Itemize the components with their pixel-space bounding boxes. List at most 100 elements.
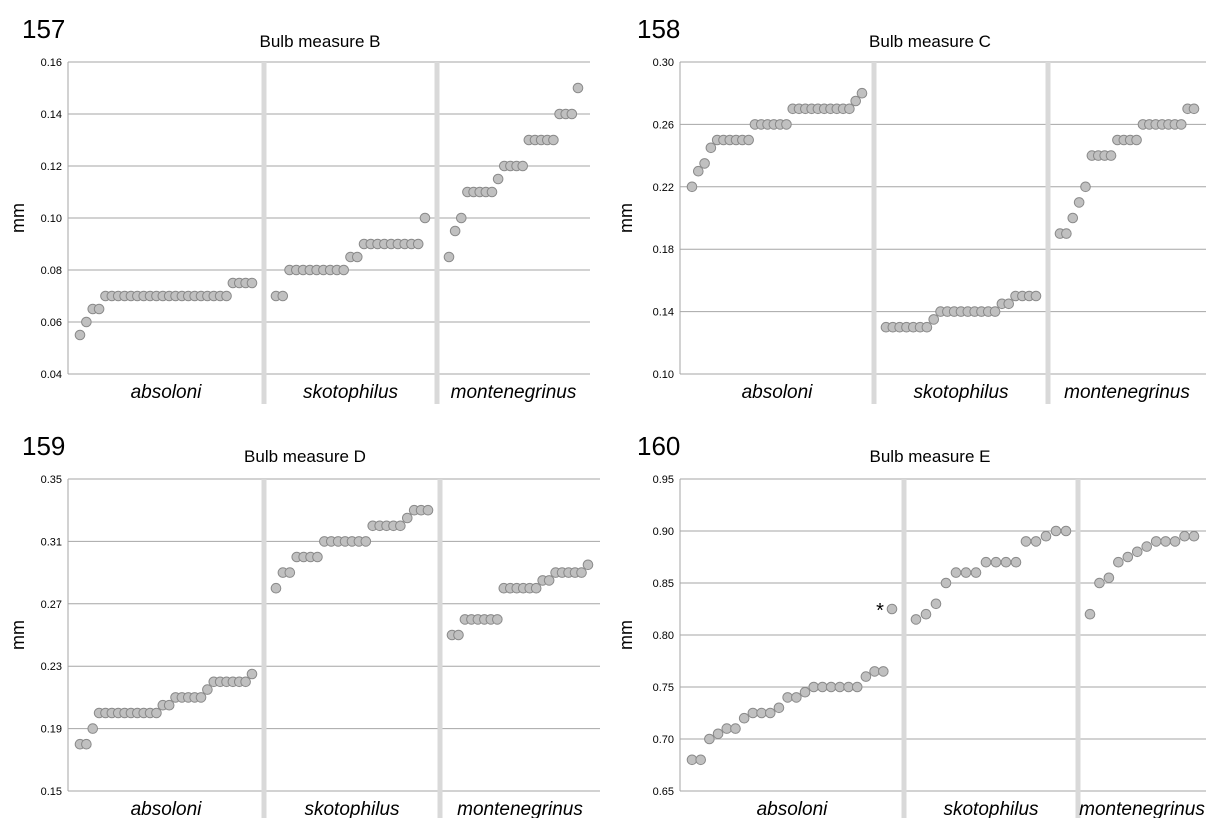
data-point [455,212,467,224]
data-point [338,264,350,276]
category-label: skotophilus [913,382,1009,403]
data-point [395,520,406,532]
data-point [422,504,434,516]
data-point [572,82,584,94]
y-tick-label: 0.80 [653,630,674,642]
chart-title: Bulb measure C [869,32,991,51]
y-tick-label: 0.15 [41,786,62,798]
chart-title: Bulb measure B [260,32,381,51]
data-point [1131,546,1143,558]
data-point [1030,290,1042,302]
data-point [443,251,455,263]
data-point [1105,150,1117,161]
data-point [277,290,289,302]
data-point [163,699,175,711]
data-point [486,186,498,198]
y-tick-label: 0.75 [653,682,674,694]
data-point [782,692,793,703]
data-point [1000,556,1012,568]
data-point [869,666,880,677]
data-point [1141,541,1153,552]
data-point [1188,103,1200,115]
y-tick-label: 0.10 [41,213,62,225]
y-tick-label: 0.31 [41,536,62,548]
y-tick-label: 0.16 [41,57,62,69]
data-point [878,666,889,677]
data-point [843,681,854,693]
data-point [1160,536,1171,547]
data-point [1131,134,1142,146]
data-point [940,577,952,589]
figure-number: 158 [637,14,680,44]
chart-title: Bulb measure D [244,447,366,466]
data-point [246,277,258,289]
data-point [764,707,776,719]
data-point [712,728,724,740]
data-point [817,681,828,693]
category-label: skotophilus [304,799,400,818]
data-point [582,559,594,571]
figure-number: 157 [22,14,65,44]
data-point [808,681,820,693]
data-point [791,692,802,703]
data-point [1179,530,1190,542]
data-point [844,103,855,115]
y-tick-label: 0.35 [41,474,62,486]
y-tick-label: 0.65 [653,786,674,798]
y-tick-label: 0.04 [41,369,62,381]
data-point [980,556,992,568]
data-point [543,575,555,586]
data-point [1084,608,1096,620]
data-point [856,87,868,99]
data-point [686,754,698,766]
data-point [692,165,704,177]
data-point [1030,536,1042,547]
data-point [492,173,504,185]
y-tick-label: 0.27 [41,599,62,611]
data-point [1122,551,1134,563]
data-point [1094,577,1105,589]
data-point [1103,572,1115,584]
category-label: absoloni [742,382,814,403]
y-axis-label: mm [616,203,636,233]
data-point [576,567,587,578]
data-point [721,723,733,734]
data-point [1061,228,1072,239]
data-point [930,598,942,610]
annotation-asterisk: * [876,600,884,622]
data-point [743,134,754,146]
data-point [151,707,162,719]
data-point [686,181,698,193]
data-point [1003,298,1015,310]
data-point [492,614,503,625]
y-tick-label: 0.14 [41,109,62,121]
data-point [270,582,282,594]
data-point [1175,119,1187,130]
data-point [1150,536,1162,547]
category-label: montenegrinus [457,799,583,818]
y-axis-label: mm [8,620,28,650]
data-point [773,702,785,714]
data-point [93,303,105,315]
category-label: skotophilus [943,799,1039,818]
category-label: montenegrinus [1079,799,1205,818]
data-point [401,512,413,524]
y-tick-label: 0.90 [653,526,674,538]
y-tick-label: 0.10 [653,369,674,381]
data-point [910,614,922,625]
data-point [419,212,431,224]
data-point [756,707,767,719]
data-point [449,225,461,237]
data-point [920,608,932,620]
data-point [1050,525,1062,537]
y-tick-label: 0.23 [41,661,62,673]
chart-title: Bulb measure E [870,447,991,466]
y-tick-label: 0.06 [41,317,62,329]
data-point [704,733,715,745]
data-point [548,134,559,146]
y-tick-label: 0.70 [653,734,674,746]
data-point [1040,530,1052,542]
data-point [240,676,251,688]
